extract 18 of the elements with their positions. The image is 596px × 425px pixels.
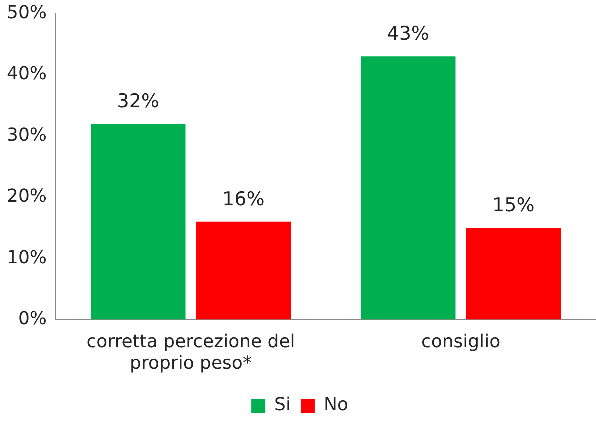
y-tick-label: 0% [18, 308, 48, 330]
y-tick-label: 10% [6, 247, 48, 268]
bar [90, 124, 186, 320]
data-label: 16% [222, 188, 265, 210]
y-tick-label: 50% [6, 2, 48, 24]
bar [360, 56, 456, 320]
legend-label: Si [274, 394, 291, 416]
x-tick-label: consiglio [421, 331, 501, 352]
y-tick-label: 40% [6, 64, 48, 85]
bar [196, 222, 292, 320]
y-tick-label: 20% [6, 186, 48, 208]
data-label: 15% [492, 194, 535, 216]
x-tick-label: corretta percezione del proprio peso* [86, 331, 296, 374]
legend-label: No [324, 394, 348, 416]
data-label: 32% [117, 90, 160, 112]
bar [466, 228, 562, 320]
y-tick-label: 30% [6, 124, 48, 146]
data-label: 43% [387, 23, 430, 46]
